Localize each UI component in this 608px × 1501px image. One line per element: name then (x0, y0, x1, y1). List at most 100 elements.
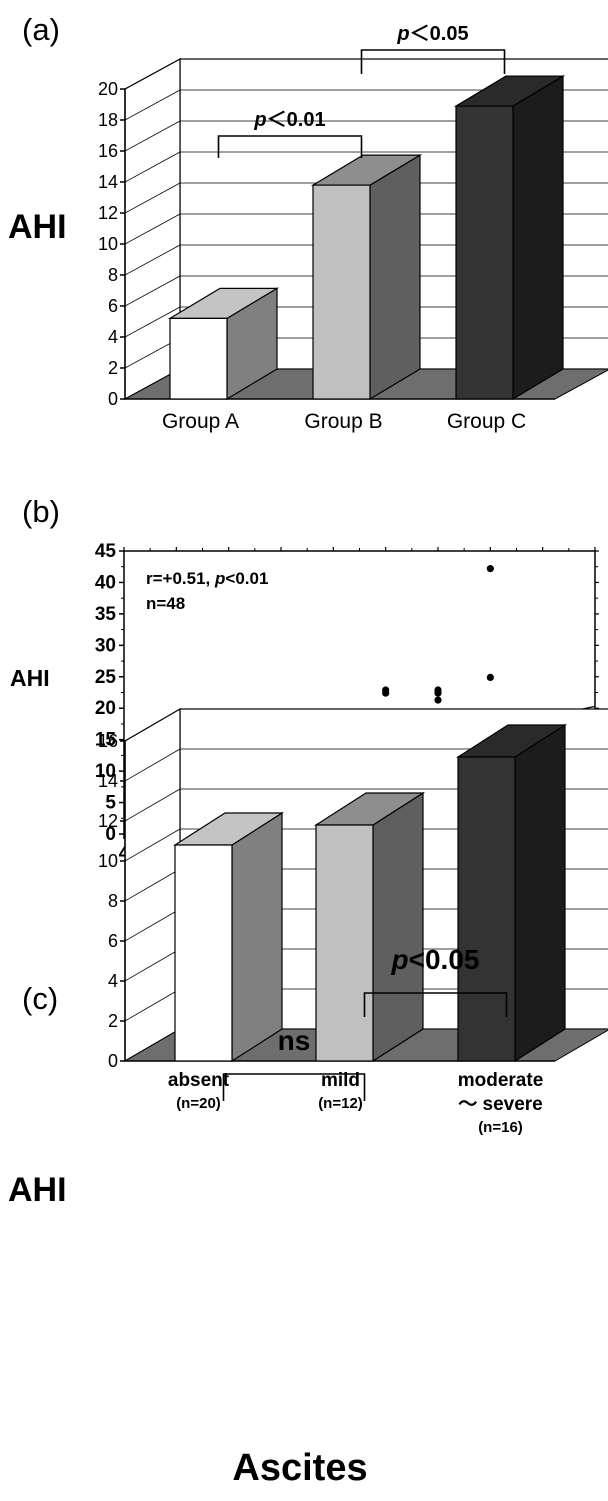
y-tick-label: 12 (98, 203, 118, 223)
y-tick-label: 4 (108, 971, 118, 991)
y-tick-label: 25 (95, 667, 117, 688)
y-tick-label: 2 (108, 358, 118, 378)
panel-label: (b) (22, 494, 60, 529)
significance-bracket (360, 49, 506, 74)
bar-side (372, 791, 424, 1063)
p-value: ＜0.05 (410, 23, 469, 45)
p-value: <0.05 (409, 944, 480, 975)
category-label: Group C (447, 410, 526, 433)
y-tick-label: 10 (95, 761, 116, 782)
y-tick-label: 16 (98, 141, 118, 161)
y-tick-label: 0 (108, 1051, 118, 1071)
gridline-side (124, 788, 181, 822)
category-label: mild (321, 1070, 360, 1091)
bar-chart-panel-2: 0 2 4 6 8 10 12 14 16 absent (n=20) mild (n=12) moder… (8, 707, 608, 1489)
significance-label: p<0.05 (391, 944, 480, 975)
y-tick-label: 8 (108, 265, 118, 285)
y-axis-label: AHI (8, 1171, 67, 1209)
stats-annotation: r=+0.51, p<0.01 (146, 569, 268, 588)
gridline-side (124, 988, 181, 1022)
gridline-side (124, 151, 181, 183)
y-tick-label: 10 (98, 851, 118, 871)
category-label-line2: ～ severe (458, 1094, 543, 1115)
gridline-side (124, 948, 181, 982)
category-label: absent (168, 1070, 230, 1091)
significance-label: ns (278, 1025, 311, 1056)
gridline-side (124, 182, 181, 214)
bar-front (169, 317, 228, 400)
gridline-side (124, 89, 181, 121)
bar-1 (313, 791, 426, 1063)
stats-p-symbol: p (214, 569, 225, 588)
gridline-side (124, 908, 181, 942)
gridline-side (124, 828, 181, 862)
y-tick-label: 5 (105, 793, 116, 814)
gridline-side (124, 708, 181, 742)
bar-0 (167, 287, 280, 401)
significance-bracket (222, 1073, 366, 1101)
p-symbol: p (396, 23, 409, 45)
gridline-side (124, 244, 181, 276)
data-point (434, 696, 442, 704)
stats-p-value: <0.01 (225, 569, 268, 588)
data-point (486, 565, 494, 573)
gridline-side (124, 868, 181, 902)
category-sublabel: (n=16) (478, 1119, 523, 1136)
y-tick-label: 14 (98, 172, 118, 192)
y-tick-label: 6 (108, 931, 118, 951)
category-label: Group B (304, 410, 382, 433)
panel-label: (a) (22, 12, 60, 47)
category-label: Group A (162, 410, 239, 433)
y-axis-label: AHI (8, 208, 67, 246)
y-tick-label: 0 (105, 824, 116, 845)
category-sublabel: (n=20) (176, 1095, 221, 1112)
p-symbol: p (253, 109, 266, 131)
bar-side (512, 74, 564, 401)
stats-n: n=48 (146, 594, 185, 613)
p-value: ns (278, 1025, 311, 1056)
y-tick-label: 8 (108, 891, 118, 911)
bar-front (315, 824, 374, 1062)
y-tick-label: 35 (95, 604, 117, 625)
y-tick-label: 20 (95, 698, 116, 719)
data-point (486, 673, 494, 682)
p-value: ＜0.01 (267, 109, 326, 131)
significance-label: p＜0.01 (253, 109, 325, 131)
data-point (382, 689, 390, 697)
bar-0 (172, 811, 285, 1063)
p-symbol: p (391, 944, 409, 975)
panel-label: (c) (22, 981, 58, 1016)
y-tick-label: 45 (95, 541, 117, 562)
x-axis-label: Ascites (232, 1447, 367, 1489)
bar-side (231, 811, 283, 1063)
significance-label: p＜0.05 (396, 23, 468, 45)
bar-2 (453, 74, 566, 401)
significance-bracket (363, 992, 508, 1017)
bar-front (174, 844, 233, 1062)
bar-1 (310, 154, 423, 401)
x-tick-label: 4 (119, 843, 130, 864)
bar-side (369, 154, 421, 401)
bar-front (455, 105, 514, 400)
gridline-side (124, 120, 181, 152)
y-tick-label: 20 (98, 79, 118, 99)
y-tick-label: 0 (108, 389, 118, 409)
gridline-side (124, 213, 181, 245)
y-tick-label: 30 (95, 635, 116, 656)
gridline-side (124, 58, 181, 90)
gridline-side (124, 748, 181, 782)
data-point (434, 689, 442, 697)
y-tick-label: 14 (98, 771, 118, 791)
bar-2 (455, 723, 568, 1063)
significance-bracket (217, 135, 363, 158)
category-sublabel: (n=12) (318, 1095, 363, 1112)
y-tick-label: 18 (98, 110, 118, 130)
gridline-side (124, 306, 181, 338)
y-tick-label: 16 (98, 731, 118, 751)
stats-r: r=+0.51, (146, 569, 215, 588)
y-tick-label: 15 (95, 730, 117, 751)
y-tick-label: 10 (98, 234, 118, 254)
bar-front (457, 756, 516, 1062)
